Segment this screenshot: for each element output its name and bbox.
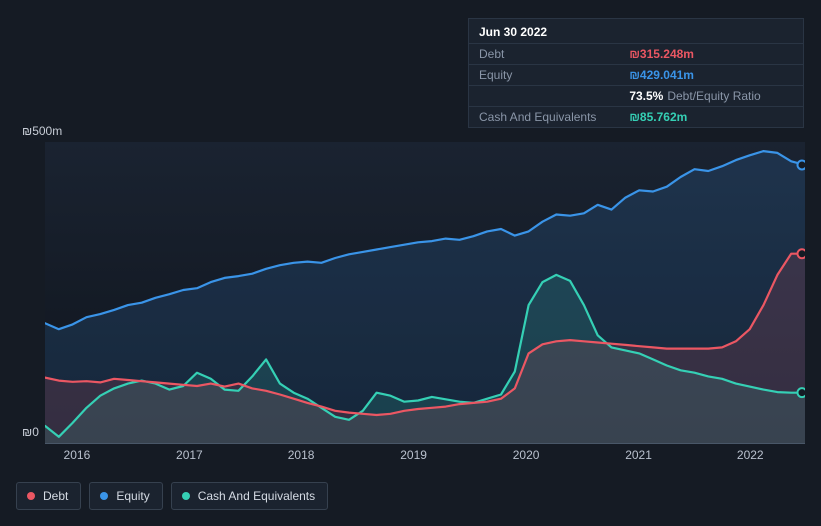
legend-label-cash: Cash And Equivalents bbox=[198, 489, 315, 503]
legend-item-equity[interactable]: Equity bbox=[89, 482, 162, 510]
tooltip-equity-label: Equity bbox=[469, 65, 619, 86]
legend-swatch-equity bbox=[100, 492, 108, 500]
x-tick-2021: 2021 bbox=[625, 448, 652, 462]
tooltip-date: Jun 30 2022 bbox=[469, 19, 803, 43]
x-tick-2018: 2018 bbox=[288, 448, 315, 462]
tooltip-debt-label: Debt bbox=[469, 44, 619, 65]
x-tick-2017: 2017 bbox=[176, 448, 203, 462]
tooltip-ratio-pct: 73.5% bbox=[629, 89, 663, 103]
tooltip-ratio-text: Debt/Equity Ratio bbox=[667, 89, 760, 103]
x-tick-2019: 2019 bbox=[400, 448, 427, 462]
tooltip-cash-label: Cash And Equivalents bbox=[469, 107, 619, 128]
legend-label-equity: Equity bbox=[116, 489, 149, 503]
plot-svg bbox=[45, 142, 805, 444]
x-tick-2020: 2020 bbox=[513, 448, 540, 462]
x-axis: 2016 2017 2018 2019 2020 2021 2022 bbox=[45, 448, 805, 466]
legend-item-cash[interactable]: Cash And Equivalents bbox=[171, 482, 328, 510]
tooltip-debt-value: ₪315.248m bbox=[619, 44, 803, 65]
chart-container: Jun 30 2022 Debt ₪315.248m Equity ₪429.0… bbox=[0, 0, 821, 526]
x-tick-2022: 2022 bbox=[737, 448, 764, 462]
tooltip-panel: Jun 30 2022 Debt ₪315.248m Equity ₪429.0… bbox=[468, 18, 804, 128]
y-axis-max-label: ₪500m bbox=[22, 124, 62, 138]
tooltip-table: Debt ₪315.248m Equity ₪429.041m 73.5% Deb… bbox=[469, 43, 803, 127]
x-tick-2016: 2016 bbox=[64, 448, 91, 462]
tooltip-ratio-label bbox=[469, 86, 619, 107]
legend-item-debt[interactable]: Debt bbox=[16, 482, 81, 510]
tooltip-cash-value: ₪85.762m bbox=[619, 107, 803, 128]
y-axis-min-label: ₪0 bbox=[22, 425, 39, 439]
legend: Debt Equity Cash And Equivalents bbox=[16, 482, 328, 510]
legend-swatch-cash bbox=[182, 492, 190, 500]
legend-label-debt: Debt bbox=[43, 489, 68, 503]
tooltip-ratio-value: 73.5% Debt/Equity Ratio bbox=[619, 86, 803, 107]
tooltip-equity-value: ₪429.041m bbox=[619, 65, 803, 86]
legend-swatch-debt bbox=[27, 492, 35, 500]
plot-area[interactable] bbox=[45, 142, 805, 444]
